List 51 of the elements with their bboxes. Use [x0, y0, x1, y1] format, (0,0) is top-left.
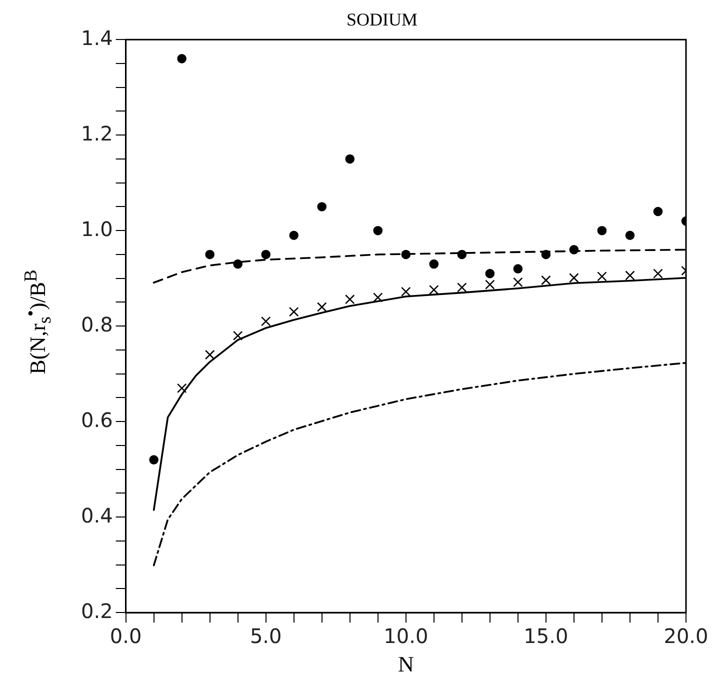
point	[232, 330, 243, 341]
point	[149, 455, 158, 464]
point	[541, 275, 551, 286]
point	[457, 282, 467, 292]
point	[373, 292, 383, 302]
point	[289, 230, 299, 240]
point	[344, 294, 355, 304]
point	[288, 306, 299, 317]
point	[345, 154, 355, 164]
point	[569, 245, 579, 254]
chart-title: SODIUM	[346, 10, 418, 30]
point	[485, 280, 495, 290]
point	[177, 54, 186, 64]
x-tick-label: 10.0	[384, 624, 428, 648]
y-tick-label: 0.6	[80, 408, 113, 432]
point	[316, 302, 327, 312]
point	[625, 270, 635, 280]
x-tick-label: 0.0	[110, 624, 142, 648]
y-tick-label: 0.4	[80, 503, 113, 528]
point	[204, 350, 215, 360]
point	[401, 286, 411, 297]
point	[457, 250, 467, 260]
y-tick-label: 0.2	[80, 598, 113, 623]
point	[597, 226, 607, 236]
point	[653, 206, 663, 216]
point	[260, 316, 271, 326]
x-axis-title: N	[398, 652, 414, 677]
x-tick-label: 20.0	[664, 624, 708, 648]
point	[513, 277, 523, 288]
point	[429, 284, 439, 295]
point	[205, 250, 214, 260]
point	[569, 272, 579, 283]
point	[429, 259, 439, 269]
point	[261, 250, 271, 260]
y-tick-label: 1.0	[80, 216, 113, 241]
point	[541, 250, 551, 260]
y-tick-label: 1.2	[80, 121, 113, 146]
x-tick-label: 15.0	[524, 624, 568, 648]
point	[373, 226, 383, 236]
point	[233, 259, 242, 269]
point	[625, 230, 635, 240]
point	[597, 272, 607, 282]
y-tick-label: 0.8	[80, 312, 113, 336]
point	[176, 383, 187, 394]
point	[317, 202, 327, 212]
point	[653, 268, 663, 278]
y-tick-label: 1.4	[80, 26, 113, 50]
point	[513, 264, 523, 274]
point	[401, 250, 411, 260]
point	[485, 268, 495, 278]
x-tick-label: 5.0	[250, 624, 282, 648]
